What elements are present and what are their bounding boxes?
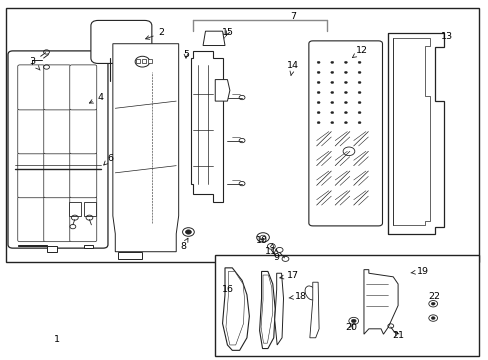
Polygon shape [113,44,178,252]
Bar [83,202,96,216]
Polygon shape [118,252,142,259]
Polygon shape [259,271,275,348]
Text: 10: 10 [255,237,267,246]
Circle shape [344,61,346,63]
Bar [136,59,140,63]
FancyBboxPatch shape [18,65,44,110]
Polygon shape [261,275,272,343]
Text: 21: 21 [391,332,403,341]
Polygon shape [363,270,397,334]
Polygon shape [215,80,229,101]
FancyBboxPatch shape [18,109,44,154]
FancyBboxPatch shape [18,153,44,198]
Circle shape [317,102,320,104]
Polygon shape [387,33,444,234]
Circle shape [357,61,360,63]
Text: 9: 9 [273,249,279,262]
Circle shape [330,122,333,124]
Circle shape [344,71,346,73]
Ellipse shape [305,286,316,300]
Text: 18: 18 [288,292,306,301]
Bar [69,202,81,216]
FancyBboxPatch shape [70,153,97,198]
Text: 12: 12 [352,46,367,58]
Polygon shape [83,244,93,248]
Circle shape [350,319,355,323]
Circle shape [357,91,360,94]
FancyBboxPatch shape [44,153,71,198]
Circle shape [317,61,320,63]
FancyBboxPatch shape [91,21,152,63]
Text: 3: 3 [29,57,40,70]
Text: 6: 6 [103,154,113,165]
Text: 11: 11 [265,244,277,256]
Text: 4: 4 [89,93,103,103]
Polygon shape [222,268,249,350]
Polygon shape [203,31,224,45]
Circle shape [357,102,360,104]
Bar [215,255,478,356]
Circle shape [330,91,333,94]
Circle shape [317,71,320,73]
Circle shape [330,102,333,104]
Polygon shape [18,244,57,252]
Circle shape [357,112,360,114]
Text: 5: 5 [183,50,188,59]
Text: 20: 20 [345,323,357,332]
Circle shape [357,71,360,73]
Circle shape [344,81,346,84]
Text: 15: 15 [221,28,233,37]
Bar [147,59,152,63]
FancyBboxPatch shape [18,197,44,242]
Text: 2: 2 [145,28,164,39]
FancyBboxPatch shape [44,65,71,110]
Text: 22: 22 [428,292,440,301]
Circle shape [344,122,346,124]
Bar [5,8,478,262]
Text: 14: 14 [286,61,299,75]
Text: 19: 19 [410,267,427,276]
Circle shape [317,91,320,94]
FancyBboxPatch shape [70,65,97,110]
Bar [142,59,146,63]
Circle shape [344,112,346,114]
FancyBboxPatch shape [8,51,108,248]
Polygon shape [190,51,222,202]
Polygon shape [392,39,429,225]
FancyBboxPatch shape [70,197,97,242]
Polygon shape [309,282,319,338]
FancyBboxPatch shape [70,109,97,154]
Text: 8: 8 [180,238,187,251]
Circle shape [330,61,333,63]
Circle shape [330,112,333,114]
FancyBboxPatch shape [44,109,71,154]
Circle shape [430,302,434,305]
Circle shape [430,317,434,319]
Circle shape [317,122,320,124]
Text: 16: 16 [221,285,233,294]
FancyBboxPatch shape [308,41,382,226]
Polygon shape [274,273,283,345]
Polygon shape [225,271,244,345]
Circle shape [344,91,346,94]
Circle shape [317,112,320,114]
Circle shape [330,71,333,73]
Circle shape [330,81,333,84]
Text: 1: 1 [54,335,60,344]
Circle shape [344,102,346,104]
Circle shape [357,122,360,124]
Circle shape [317,81,320,84]
Circle shape [185,230,191,234]
Text: 13: 13 [440,32,452,41]
Circle shape [357,81,360,84]
Text: 17: 17 [279,270,299,279]
Text: 7: 7 [290,12,296,21]
FancyBboxPatch shape [44,197,71,242]
